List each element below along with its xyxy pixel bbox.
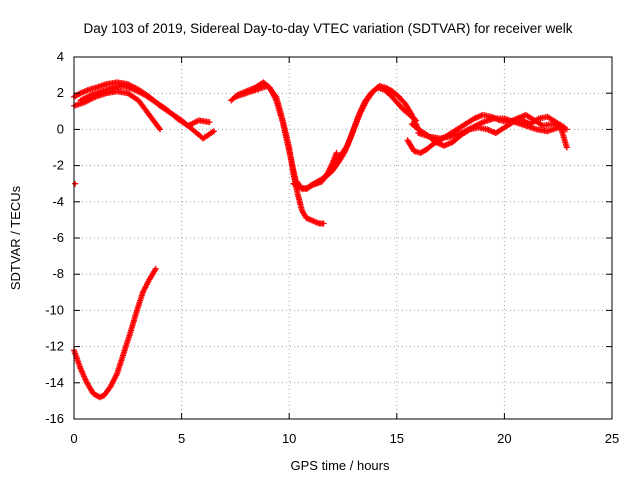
y-tick-label: -2 <box>52 158 64 173</box>
x-tick-label: 15 <box>390 431 404 446</box>
data-point <box>295 183 302 190</box>
data-point <box>333 149 340 156</box>
data-points <box>71 79 570 401</box>
y-tick-label: -12 <box>45 339 64 354</box>
series-track-j <box>415 115 570 142</box>
series-track-c <box>77 82 213 129</box>
chart-title: Day 103 of 2019, Sidereal Day-to-day VTE… <box>84 21 573 36</box>
x-tick-label: 25 <box>605 431 619 446</box>
y-tick-label: -10 <box>45 302 64 317</box>
series-track-g <box>307 82 422 189</box>
y-tick-label: -6 <box>52 230 64 245</box>
data-point <box>563 126 570 133</box>
x-tick-label: 20 <box>497 431 511 446</box>
y-tick-label: -8 <box>52 266 64 281</box>
y-tick-label: -16 <box>45 411 64 426</box>
data-point <box>157 126 164 133</box>
x-tick-label: 0 <box>70 431 77 446</box>
data-point <box>76 90 83 97</box>
axis-ticks: 0 5 10 15 20 25 -16 -14 -12 -10 -8 -6 -4 -2 0 2 4 <box>45 49 619 446</box>
y-tick-label: 2 <box>57 85 64 100</box>
data-point <box>206 119 213 126</box>
data-point <box>563 144 570 151</box>
series-track-k <box>71 265 159 401</box>
series-outlier <box>72 180 79 187</box>
x-tick-label: 10 <box>282 431 296 446</box>
data-point <box>72 180 79 187</box>
data-point <box>156 125 163 132</box>
grid <box>74 57 612 419</box>
series-track-e <box>232 82 327 227</box>
y-tick-label: -4 <box>52 194 64 209</box>
data-point <box>320 220 327 227</box>
x-tick-label: 5 <box>178 431 185 446</box>
data-point <box>209 129 216 136</box>
y-tick-label: 0 <box>57 121 64 136</box>
y-tick-label: 4 <box>57 49 64 64</box>
data-point <box>152 265 159 272</box>
y-axis-label: SDTVAR / TECUs <box>8 185 23 290</box>
x-axis-label: GPS time / hours <box>291 458 390 473</box>
data-point <box>210 128 217 135</box>
y-tick-label: -14 <box>45 375 64 390</box>
